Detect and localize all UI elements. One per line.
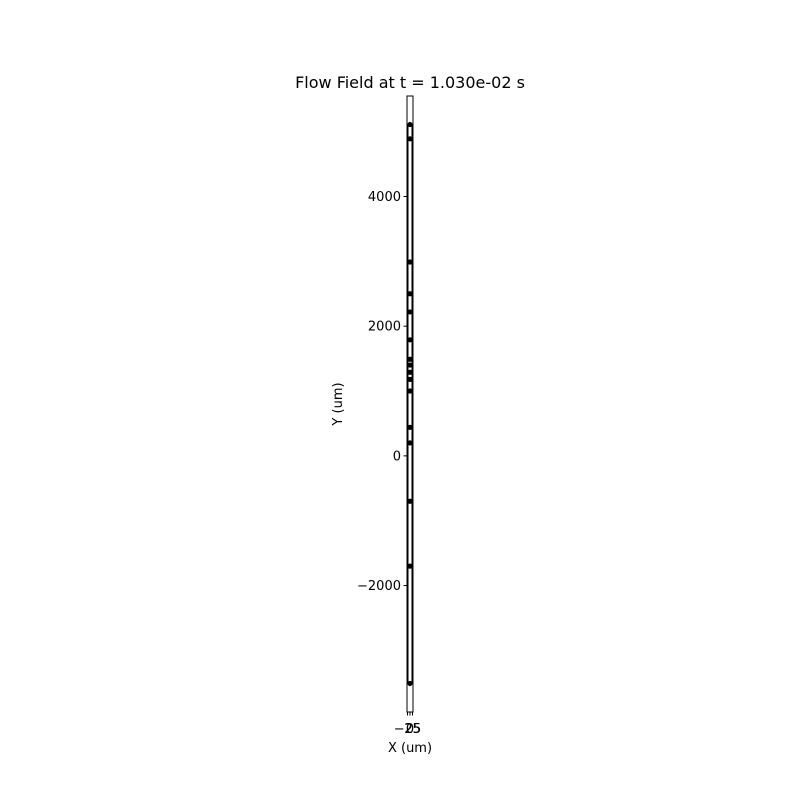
y-tick-label: 4000 <box>368 190 401 205</box>
data-point-3 <box>407 291 413 297</box>
data-point-4 <box>407 309 413 315</box>
y-tick-label: 0 <box>393 449 401 464</box>
data-point-6 <box>407 356 413 362</box>
data-point-13 <box>407 498 413 504</box>
data-point-5 <box>407 337 413 343</box>
data-point-9 <box>407 376 413 382</box>
data-point-0 <box>407 121 413 128</box>
y-axis-label: Y (um) <box>331 382 346 426</box>
scatter-series <box>407 121 413 687</box>
y-axis-ticks: −2000 0 2000 4000 <box>357 190 407 594</box>
x-axis-label: X (um) <box>388 741 432 756</box>
data-point-8 <box>407 369 413 375</box>
y-tick-label: 2000 <box>368 320 401 335</box>
data-point-1 <box>407 136 413 142</box>
plot-area <box>406 95 414 713</box>
data-point-12 <box>407 440 413 446</box>
data-point-2 <box>407 259 413 265</box>
data-point-15 <box>407 680 413 687</box>
x-tick-label: −25 <box>394 722 421 737</box>
chart-title: Flow Field at t = 1.030e-02 s <box>295 73 525 92</box>
data-point-11 <box>407 424 413 430</box>
x-tick-label: 0 <box>406 722 414 737</box>
data-point-10 <box>407 388 413 394</box>
x-tick-label: 25 <box>404 722 421 737</box>
data-point-14 <box>407 563 413 569</box>
y-tick-label: −2000 <box>357 579 401 594</box>
data-point-7 <box>407 362 413 368</box>
channel-walls <box>407 124 413 684</box>
